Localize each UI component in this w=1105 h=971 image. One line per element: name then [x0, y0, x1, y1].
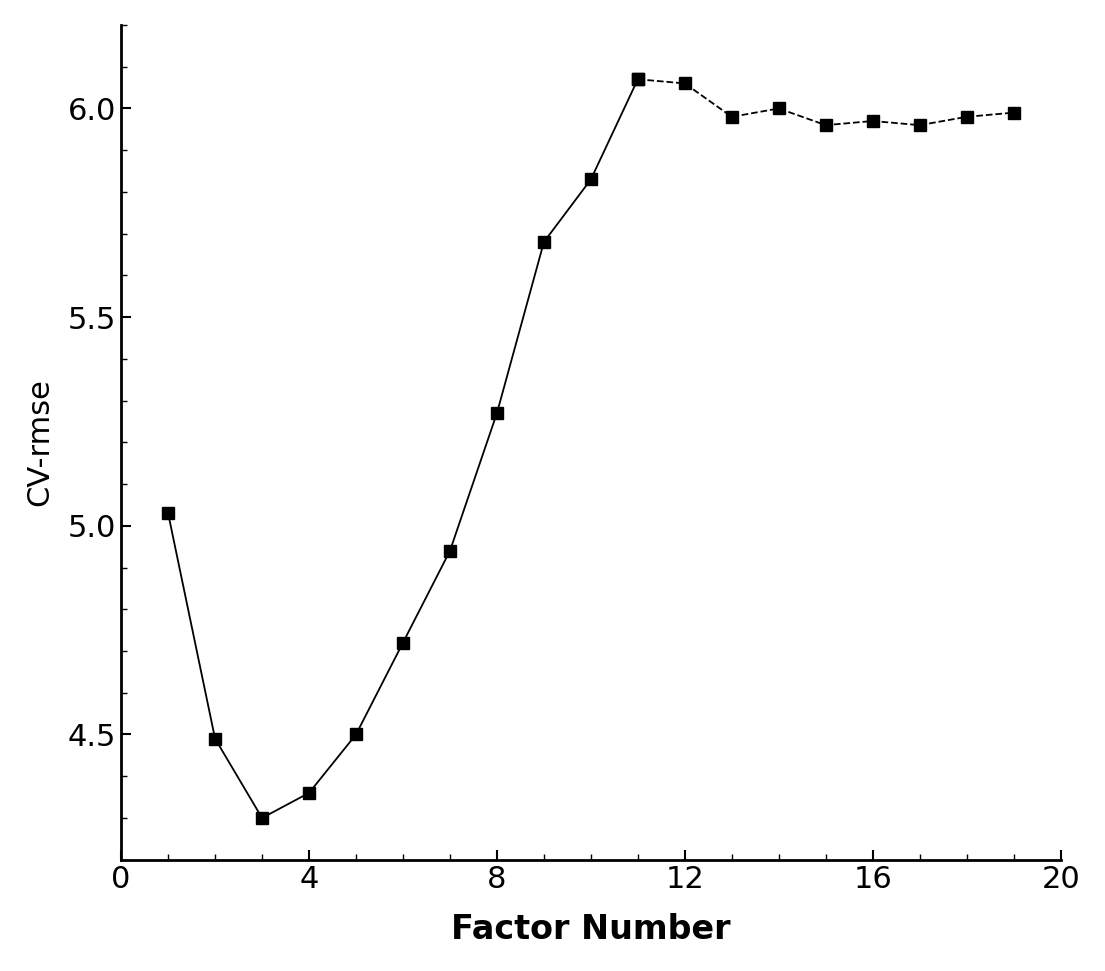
- Y-axis label: CV-rmse: CV-rmse: [25, 379, 54, 506]
- X-axis label: Factor Number: Factor Number: [451, 913, 730, 946]
